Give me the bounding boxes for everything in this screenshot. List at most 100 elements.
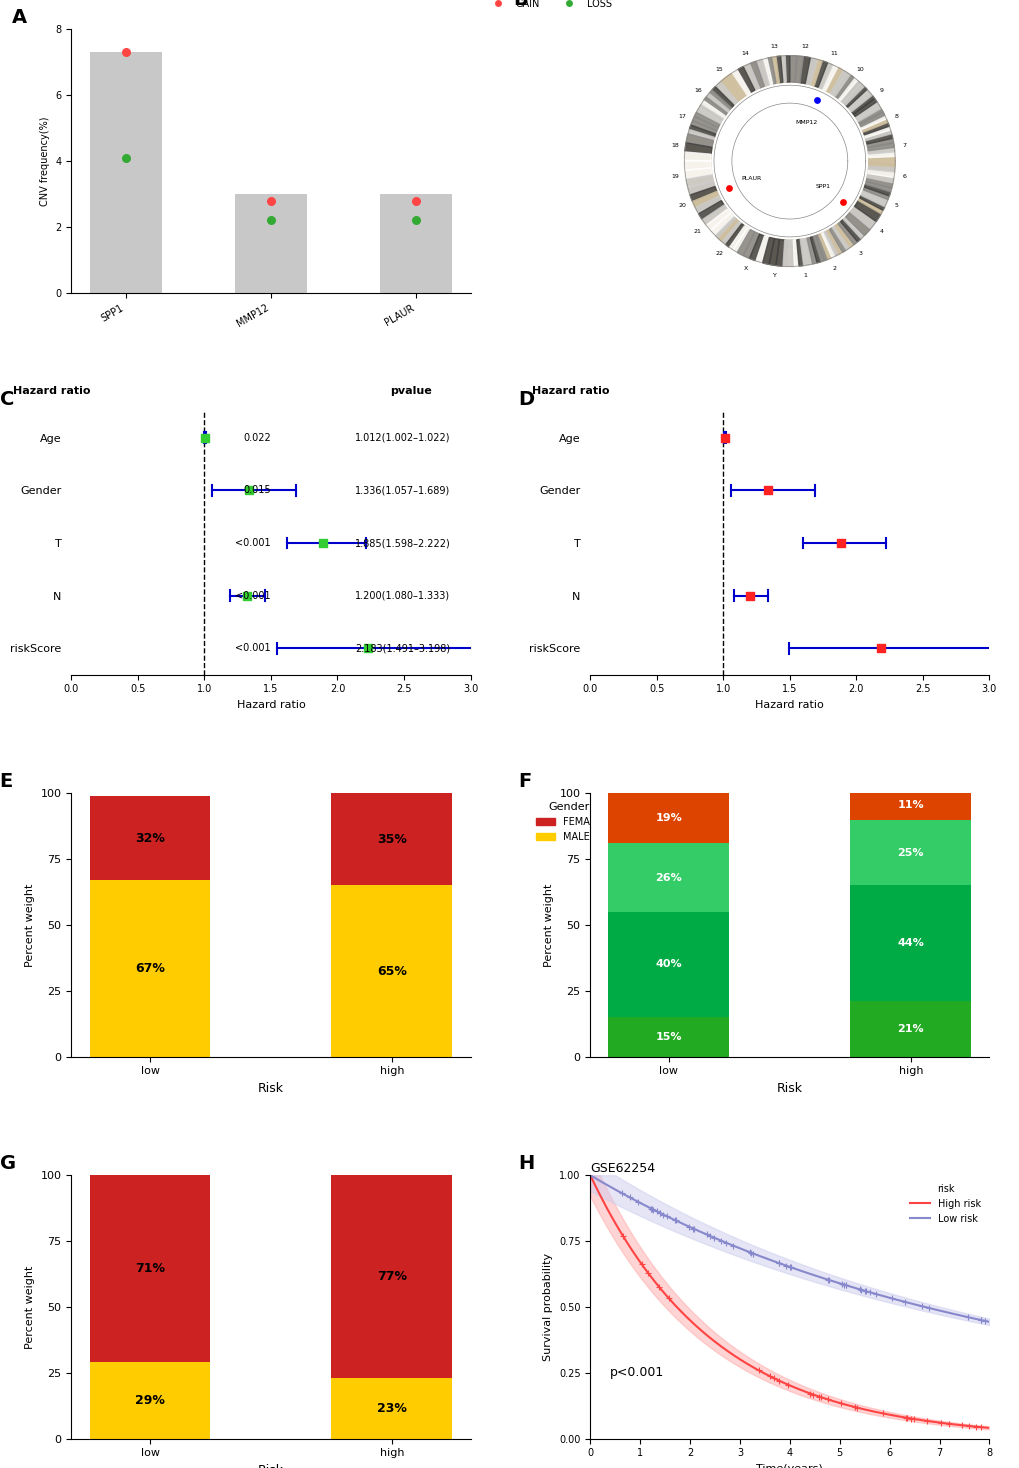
Polygon shape: [846, 88, 880, 122]
Polygon shape: [684, 161, 712, 186]
Text: 67%: 67%: [135, 962, 165, 975]
Polygon shape: [866, 137, 895, 161]
Point: [741, 584, 757, 608]
Y-axis label: CNV frequency(%): CNV frequency(%): [40, 116, 50, 206]
Polygon shape: [809, 230, 840, 263]
Polygon shape: [838, 78, 857, 100]
Text: 77%: 77%: [377, 1270, 407, 1283]
Polygon shape: [684, 161, 710, 170]
Point: [776, 1254, 793, 1277]
Bar: [379, 194, 452, 292]
Text: 29%: 29%: [135, 1395, 165, 1406]
Polygon shape: [821, 65, 837, 91]
Polygon shape: [845, 87, 866, 107]
Point: [867, 1283, 883, 1307]
Text: 6: 6: [902, 173, 906, 179]
Point: [971, 1308, 987, 1331]
Polygon shape: [732, 103, 847, 219]
Polygon shape: [701, 206, 727, 225]
Point: [833, 1273, 849, 1296]
Polygon shape: [733, 228, 749, 252]
Point: [836, 1273, 852, 1296]
Polygon shape: [706, 94, 729, 113]
Text: 25%: 25%: [897, 847, 923, 857]
Text: B: B: [513, 0, 528, 9]
Polygon shape: [803, 238, 812, 264]
Bar: [331, 1378, 452, 1439]
Text: 20: 20: [679, 203, 686, 208]
Point: [898, 1406, 914, 1430]
Point: [861, 1280, 877, 1304]
Point: [874, 1402, 891, 1425]
Point: [642, 1196, 658, 1220]
Polygon shape: [867, 166, 894, 172]
Legend: GAIN, LOSS: GAIN, LOSS: [484, 0, 615, 13]
Polygon shape: [865, 134, 892, 144]
Polygon shape: [755, 59, 768, 87]
Text: 11: 11: [829, 51, 838, 56]
Polygon shape: [809, 236, 820, 263]
Point: [905, 1408, 921, 1431]
Polygon shape: [710, 213, 733, 235]
Text: GSE62254: GSE62254: [590, 1163, 655, 1176]
Point: [769, 1251, 786, 1274]
Point: [717, 1232, 734, 1255]
Polygon shape: [811, 60, 842, 92]
Text: A: A: [11, 9, 26, 28]
Point: [857, 1280, 873, 1304]
Polygon shape: [860, 192, 886, 207]
Polygon shape: [737, 66, 754, 92]
Point: [779, 1373, 795, 1396]
Polygon shape: [789, 241, 794, 266]
Polygon shape: [845, 203, 879, 235]
Polygon shape: [850, 207, 875, 229]
Point: [896, 1290, 912, 1314]
Polygon shape: [692, 191, 718, 207]
Polygon shape: [755, 236, 768, 263]
Point: [852, 1279, 868, 1302]
Polygon shape: [856, 106, 880, 122]
Point: [680, 1216, 696, 1239]
Polygon shape: [828, 228, 846, 252]
Y-axis label: Percent weight: Percent weight: [543, 884, 553, 966]
Text: 23%: 23%: [377, 1402, 407, 1415]
Polygon shape: [719, 78, 741, 101]
Text: H: H: [518, 1154, 534, 1173]
Point: [701, 1224, 717, 1248]
X-axis label: Risk: Risk: [258, 1082, 283, 1095]
Text: 19: 19: [671, 173, 679, 179]
Text: 1.200(1.080–1.333): 1.200(1.080–1.333): [355, 590, 450, 600]
Polygon shape: [863, 185, 890, 195]
Point: [918, 1409, 934, 1433]
Text: 17: 17: [679, 115, 686, 119]
Polygon shape: [840, 219, 860, 242]
Point: [770, 1368, 787, 1392]
Polygon shape: [828, 70, 846, 94]
Bar: [607, 793, 729, 843]
Text: 15%: 15%: [655, 1032, 682, 1042]
Polygon shape: [868, 153, 895, 157]
Point: [117, 41, 133, 65]
Point: [750, 1358, 766, 1381]
Point: [651, 1201, 667, 1224]
Text: 71%: 71%: [135, 1262, 165, 1276]
Text: 12: 12: [800, 44, 808, 48]
Polygon shape: [835, 223, 853, 248]
Point: [648, 1199, 664, 1223]
Polygon shape: [858, 110, 891, 141]
Polygon shape: [743, 232, 759, 258]
Polygon shape: [692, 116, 717, 131]
Polygon shape: [716, 70, 750, 104]
Polygon shape: [859, 112, 883, 126]
Polygon shape: [743, 63, 759, 90]
Point: [953, 1414, 969, 1437]
Polygon shape: [812, 236, 823, 261]
Polygon shape: [721, 222, 741, 245]
Bar: [90, 796, 210, 881]
Legend: FEMALE, MALE: FEMALE, MALE: [531, 799, 604, 846]
Polygon shape: [835, 75, 853, 98]
Text: Hazard ratio: Hazard ratio: [531, 386, 608, 395]
Polygon shape: [766, 57, 775, 84]
Polygon shape: [696, 109, 720, 125]
Text: 2: 2: [832, 266, 836, 270]
